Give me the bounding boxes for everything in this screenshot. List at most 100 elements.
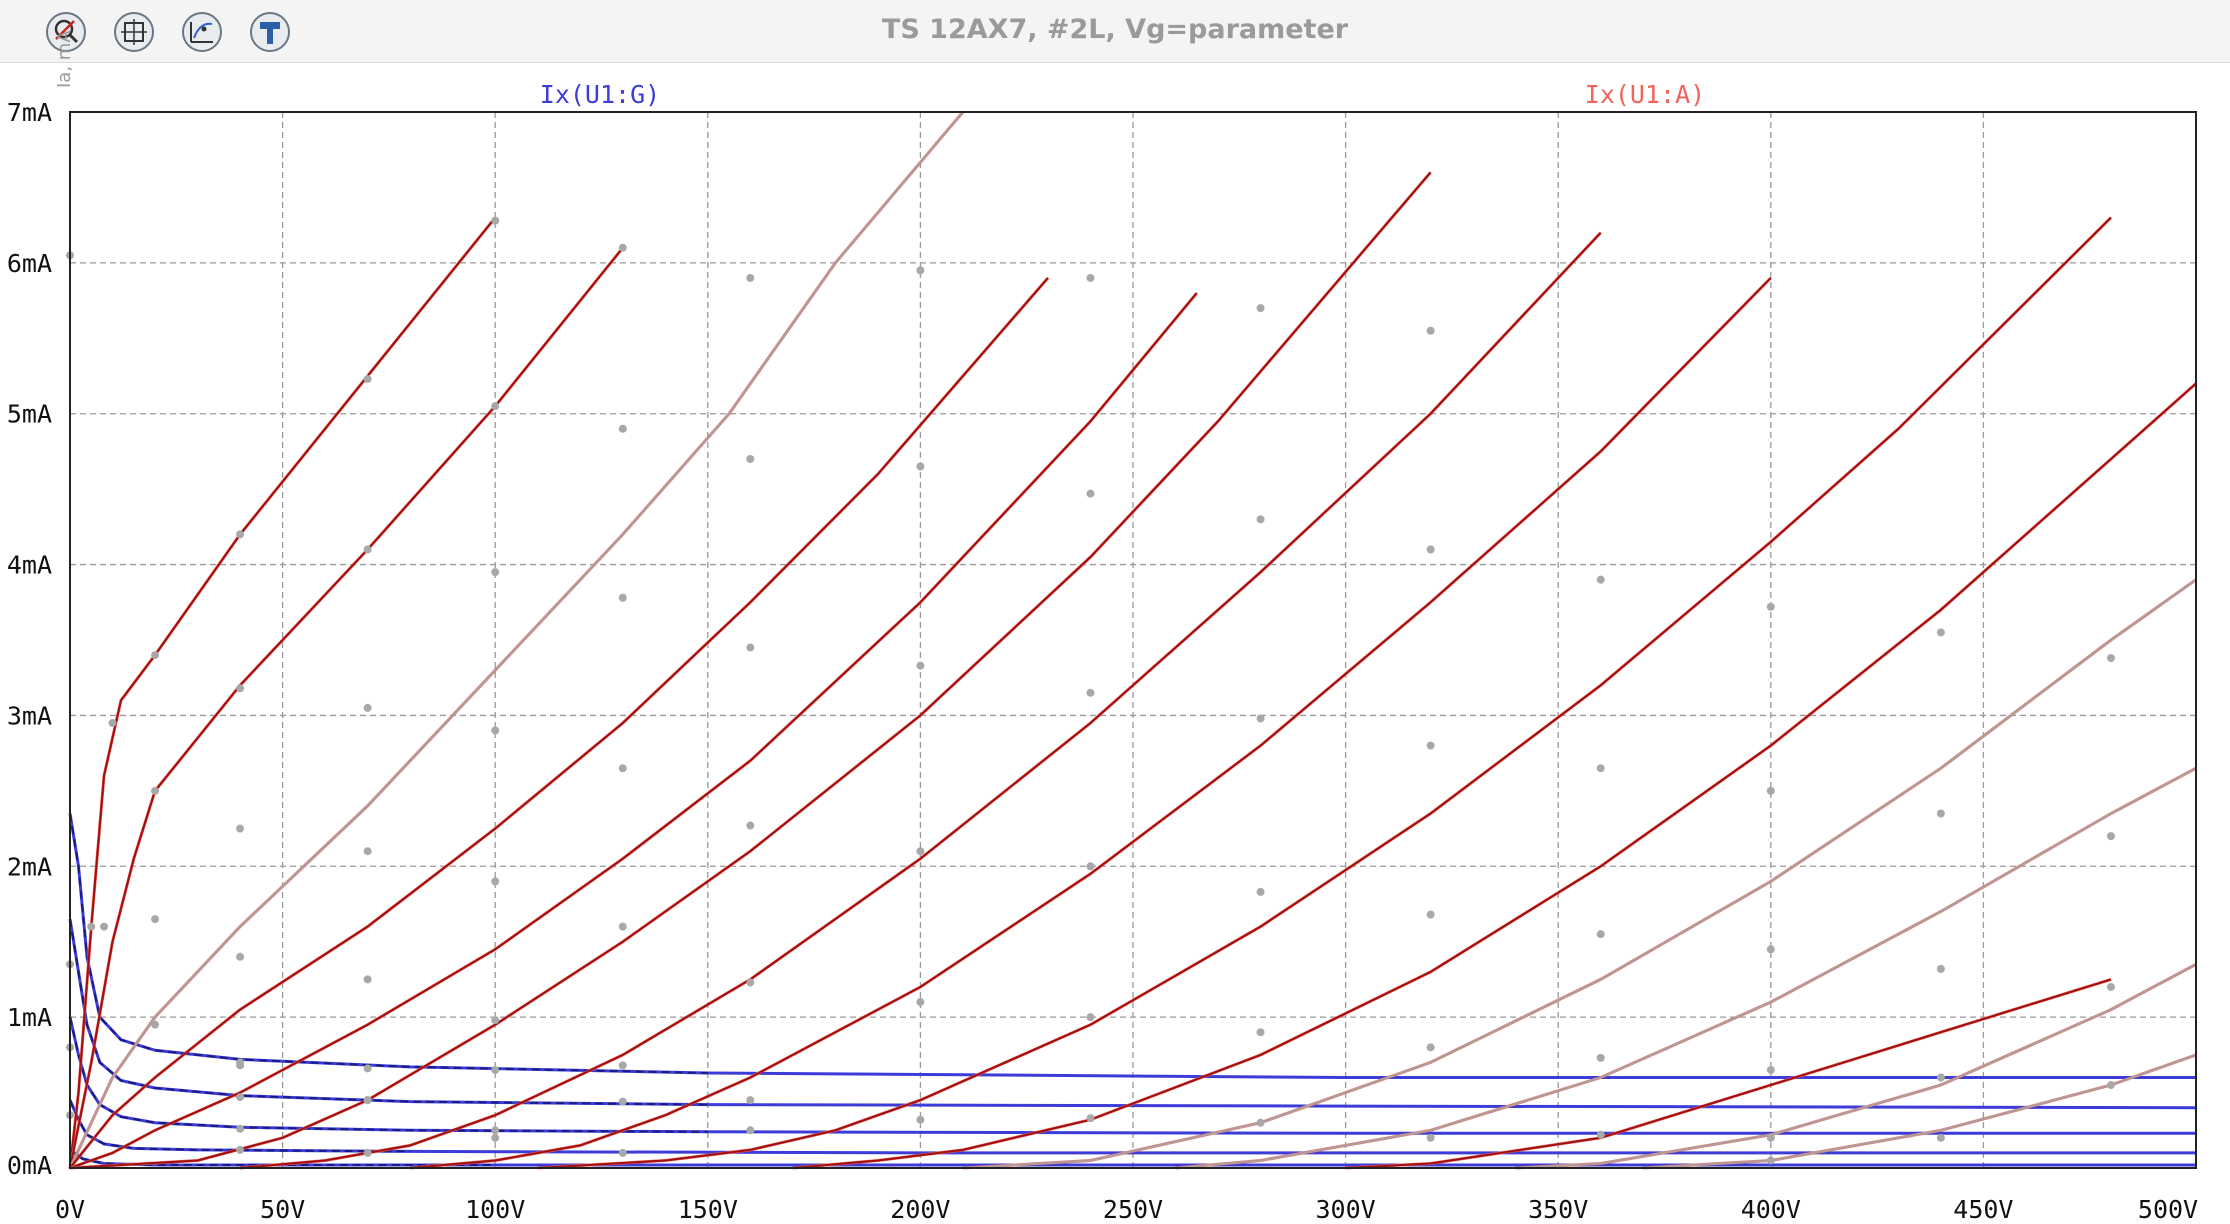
measured-point: [1256, 515, 1265, 524]
measured-point: [1086, 688, 1095, 697]
anode-current-curve-measured: [962, 578, 2197, 1170]
grid-current-curves: [68, 813, 2197, 1167]
x-tick-label: 200V: [890, 1195, 950, 1224]
anode-current-curve-measured: [1643, 1053, 2197, 1170]
measured-point: [363, 1096, 372, 1105]
anode-current-curve: [69, 171, 1432, 1170]
measured-point: [1936, 1133, 1945, 1142]
measured-point: [1256, 887, 1265, 896]
anode-current-curve: [69, 292, 1198, 1170]
measured-point: [1766, 786, 1775, 795]
settings-hammer-icon[interactable]: [250, 12, 290, 52]
anode-current-curve: [1643, 1053, 2197, 1170]
measured-point: [1426, 1043, 1435, 1052]
x-tick-label: 250V: [1103, 1195, 1163, 1224]
y-tick-label: 0mA: [7, 1151, 52, 1180]
anode-current-curve-model: [69, 216, 496, 1169]
anode-current-curve: [962, 578, 2197, 1170]
measured-points: [66, 216, 2115, 1165]
anode-current-curve: [1345, 977, 2112, 1170]
measured-point: [1596, 930, 1605, 939]
measured-point: [2106, 982, 2115, 991]
measured-point: [491, 877, 500, 886]
anode-current-curve-model: [537, 216, 2112, 1169]
measured-point: [1766, 1156, 1775, 1165]
measured-point: [618, 243, 627, 252]
legend: Ix(U1:G) Ix(U1:A): [540, 80, 1705, 109]
measured-point: [916, 998, 925, 1007]
plot-frame: [69, 111, 2197, 1169]
fit-view-icon[interactable]: [114, 12, 154, 52]
y-tick-label: 7mA: [7, 98, 52, 127]
legend-entry: Ix(U1:A): [1585, 80, 1705, 109]
measured-point: [1256, 714, 1265, 723]
x-tick-label: 500V: [2138, 1195, 2198, 1224]
measured-point: [746, 273, 755, 282]
measured-point: [1426, 741, 1435, 750]
anode-current-curve-model: [69, 171, 1432, 1169]
grid-current-measured: [69, 918, 708, 1106]
anode-current-curve-model: [69, 292, 1198, 1169]
zoom-cancel-icon[interactable]: [46, 12, 86, 52]
anode-current-curve: [68, 246, 624, 1169]
measured-point: [1766, 602, 1775, 611]
x-tick-label: 0V: [55, 1195, 85, 1224]
measured-point: [363, 1064, 372, 1073]
measured-point: [916, 661, 925, 670]
measured-point: [491, 726, 500, 735]
measured-point: [1766, 1065, 1775, 1074]
measured-point: [491, 402, 500, 411]
measured-point: [236, 684, 245, 693]
measured-point: [236, 1145, 245, 1154]
measured-point: [151, 915, 160, 924]
measured-point: [916, 462, 925, 471]
x-tick-label: 150V: [678, 1195, 738, 1224]
y-tick-label: 5mA: [7, 400, 52, 429]
anode-current-curve-model: [69, 247, 624, 1169]
measured-point: [2106, 832, 2115, 841]
measured-point: [618, 424, 627, 433]
anode-current-curve-model: [792, 382, 2197, 1169]
grid-current-measured: [69, 1099, 411, 1153]
chart-title: TS 12AX7, #2L, Vg=parameter: [881, 14, 1349, 45]
grid-current-measured: [69, 1016, 708, 1133]
measured-point: [618, 764, 627, 773]
measured-point: [618, 922, 627, 931]
measured-point: [1596, 764, 1605, 773]
measured-point: [236, 530, 245, 539]
y-tick-label: 4mA: [7, 551, 52, 580]
measured-point: [746, 821, 755, 830]
y-tick-label: 1mA: [7, 1003, 52, 1032]
measured-point: [363, 1148, 372, 1157]
measured-point: [1256, 1118, 1265, 1127]
x-tick-label: 350V: [1528, 1195, 1588, 1224]
x-tick-label: 50V: [260, 1195, 305, 1224]
y-tick-label: 6mA: [7, 249, 52, 278]
measured-point: [1936, 1073, 1945, 1082]
measured-point: [1596, 1130, 1605, 1139]
y-tick-label: 2mA: [7, 852, 52, 881]
grid-current-measured: [69, 813, 708, 1074]
measured-point: [746, 1126, 755, 1135]
measured-point: [236, 1061, 245, 1070]
measured-point: [491, 216, 500, 225]
anode-current-curves: [68, 111, 2197, 1170]
measured-point: [1426, 910, 1435, 919]
measured-point: [363, 703, 372, 712]
measured-point: [1086, 862, 1095, 871]
measured-point: [746, 1096, 755, 1105]
cursor-probe-icon[interactable]: [182, 12, 222, 52]
measured-point: [363, 375, 372, 384]
anode-current-curve-measured: [68, 111, 964, 1169]
axis-tick-labels: 0V 50V 100V 150V 200V 250V 300V 350V 400V 450V 500…: [7, 98, 2198, 1224]
measured-point: [1086, 1013, 1095, 1022]
anode-current-curve-model: [69, 277, 1049, 1169]
measured-point: [1256, 1028, 1265, 1037]
measured-point: [491, 1016, 500, 1025]
anode-current-curve: [1515, 962, 2197, 1170]
measured-point: [1936, 809, 1945, 818]
legend-entry: Ix(U1:G): [540, 80, 660, 109]
measured-point: [916, 1115, 925, 1124]
measured-point: [108, 718, 117, 727]
measured-point: [618, 1061, 627, 1070]
